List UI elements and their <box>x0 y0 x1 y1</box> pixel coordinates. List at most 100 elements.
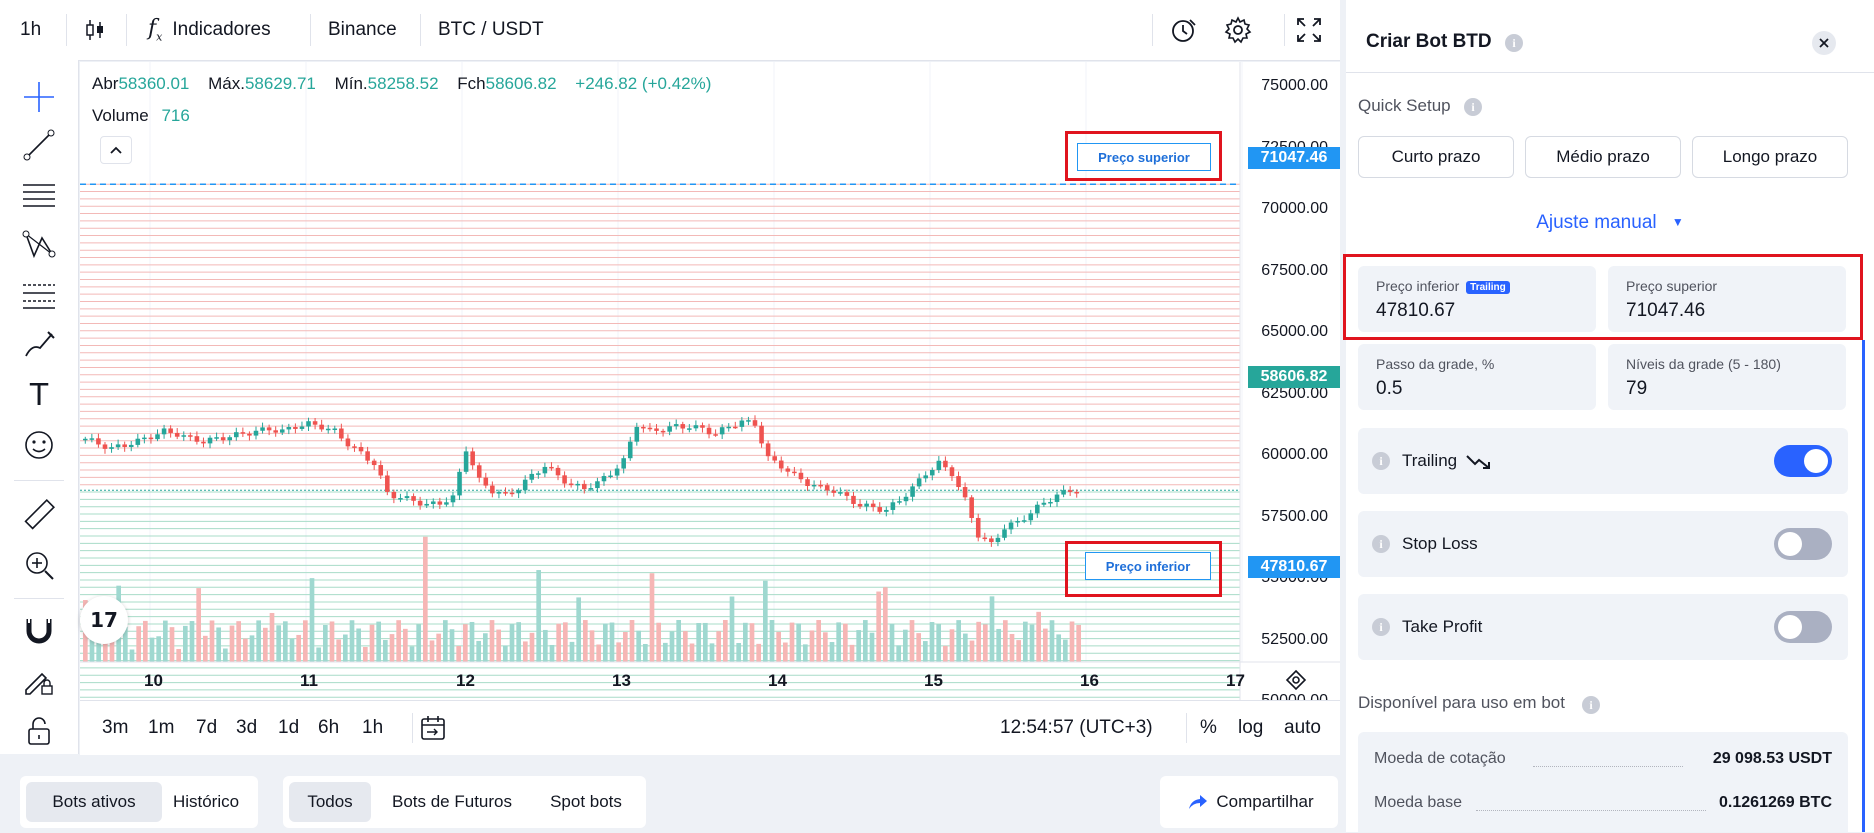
alert-clock-icon[interactable] <box>1170 0 1198 60</box>
unlock-icon[interactable] <box>18 710 60 752</box>
auto-fit-icon[interactable] <box>1282 666 1310 694</box>
panel-scrollbar[interactable] <box>1862 340 1865 832</box>
lock-drawings-icon[interactable] <box>18 660 60 702</box>
volume-bar <box>1049 620 1055 662</box>
clock-label[interactable]: 12:54:57 (UTC+3) <box>1000 717 1153 738</box>
volume-bar <box>409 646 415 662</box>
collapse-legend-button[interactable] <box>100 136 132 164</box>
volume-bar <box>549 644 555 662</box>
candle-body <box>417 500 423 506</box>
take-profit-toggle[interactable] <box>1774 611 1832 643</box>
volume-bar <box>963 633 968 662</box>
upper-price-input[interactable]: 71047.46 <box>1626 300 1706 321</box>
crosshair-icon[interactable] <box>18 76 60 118</box>
chart-canvas[interactable] <box>80 62 1340 700</box>
price-chart[interactable]: Abr58360.01 Máx.58629.71 Mín.58258.52 Fc… <box>80 62 1340 700</box>
grid-step-field[interactable]: Passo da grade, % 0.5 <box>1358 344 1596 410</box>
manual-setup-toggle[interactable]: Ajuste manual ▼ <box>1346 212 1874 234</box>
symbol-label[interactable]: BTC / USDT <box>438 19 544 40</box>
fullscreen-icon[interactable] <box>1296 0 1322 60</box>
candle-body <box>693 425 699 429</box>
title-info-icon[interactable]: i <box>1505 34 1523 52</box>
candle-body <box>312 421 318 425</box>
lower-price-chart-label[interactable]: Preço inferior <box>1085 552 1211 580</box>
trend-line-icon[interactable] <box>18 124 60 166</box>
grid-step-input[interactable]: 0.5 <box>1376 378 1403 399</box>
range-button-3m[interactable]: 3m <box>102 717 129 738</box>
price-axis-label: 57500.00 <box>1261 507 1328 525</box>
auto-scale-button[interactable]: auto <box>1284 717 1321 738</box>
tradingview-logo[interactable]: 17 <box>80 596 128 644</box>
volume-bar <box>869 632 875 662</box>
volume-bar <box>129 649 135 662</box>
candle-body <box>135 438 141 445</box>
range-button-6h[interactable]: 6h <box>318 717 340 738</box>
trailing-info-icon[interactable]: i <box>1372 452 1390 470</box>
upper-price-chart-label[interactable]: Preço superior <box>1077 143 1211 171</box>
grid-levels-input[interactable]: 79 <box>1626 378 1648 399</box>
take-profit-info-icon[interactable]: i <box>1372 618 1390 636</box>
stop-loss-info-icon[interactable]: i <box>1372 535 1390 553</box>
trailing-toggle[interactable] <box>1774 445 1832 477</box>
ruler-icon[interactable] <box>18 494 60 536</box>
share-button[interactable]: Compartilhar <box>1160 776 1338 828</box>
range-button-7d[interactable]: 7d <box>196 717 218 738</box>
horizontal-lines-icon[interactable] <box>18 174 60 216</box>
range-button-3d[interactable]: 3d <box>236 717 258 738</box>
candle-type-icon[interactable] <box>84 0 106 60</box>
preset-medium-term-button[interactable]: Médio prazo <box>1525 136 1681 178</box>
log-scale-button[interactable]: log <box>1238 717 1264 738</box>
grid-levels-field[interactable]: Níveis da grade (5 - 180) 79 <box>1608 344 1846 410</box>
candle-body <box>345 438 351 447</box>
preset-long-term-button[interactable]: Longo prazo <box>1692 136 1848 178</box>
volume-bar <box>536 570 541 662</box>
zoom-in-icon[interactable] <box>18 544 60 586</box>
base-currency-label: Moeda base <box>1374 794 1463 811</box>
exchange-label[interactable]: Binance <box>328 19 397 40</box>
panel-title: Criar Bot BTD <box>1366 31 1492 52</box>
brush-icon[interactable] <box>18 324 60 366</box>
pattern-icon[interactable] <box>18 224 60 266</box>
indicators-button[interactable]: fx Indicadores <box>148 0 271 60</box>
range-button-1m[interactable]: 1m <box>148 717 175 738</box>
price-axis-label: 70000.00 <box>1261 200 1328 217</box>
goto-date-icon[interactable] <box>418 701 448 755</box>
emoji-icon[interactable] <box>18 424 60 466</box>
volume-bar <box>376 621 381 662</box>
lower-price-field[interactable]: Preço inferior Trailing 47810.67 <box>1358 266 1596 332</box>
volume-bar <box>363 646 368 662</box>
tab-spot-bots[interactable]: Spot bots <box>550 792 622 811</box>
candle-body <box>122 444 127 447</box>
stop-loss-toggle[interactable] <box>1774 528 1832 560</box>
candle-body <box>903 496 909 502</box>
fib-levels-icon[interactable] <box>18 274 60 316</box>
lower-price-input[interactable]: 47810.67 <box>1376 300 1456 321</box>
base-currency-value: 0.1261269 BTC <box>1719 794 1832 811</box>
candle-body <box>995 537 1001 543</box>
interval-button[interactable]: 1h <box>20 19 42 40</box>
tab-all[interactable]: Todos <box>289 782 371 822</box>
volume-bar <box>609 622 615 662</box>
trailing-trend-icon <box>1466 455 1491 469</box>
tab-history[interactable]: Histórico <box>172 792 240 811</box>
tab-futures-bots[interactable]: Bots de Futuros <box>391 792 512 811</box>
quick-setup-info-icon[interactable]: i <box>1464 98 1482 116</box>
close-icon[interactable] <box>1812 31 1836 55</box>
candle-body <box>450 495 456 503</box>
percent-scale-button[interactable]: % <box>1200 717 1217 738</box>
magnet-icon[interactable] <box>18 610 60 652</box>
range-button-1d[interactable]: 1d <box>278 717 300 738</box>
volume-bar <box>296 634 301 662</box>
text-tool-icon[interactable]: T <box>29 377 49 413</box>
available-info-icon[interactable]: i <box>1582 696 1600 714</box>
stop-loss-row: i Stop Loss <box>1358 511 1848 577</box>
candle-body <box>385 475 390 492</box>
upper-price-field[interactable]: Preço superior 71047.46 <box>1608 266 1846 332</box>
preset-short-term-button[interactable]: Curto prazo <box>1358 136 1514 178</box>
candle-body <box>844 492 850 496</box>
volume-bar <box>863 620 868 662</box>
range-button-1h[interactable]: 1h <box>362 717 384 738</box>
time-axis-label: 14 <box>768 671 787 690</box>
tab-active-bots[interactable]: Bots ativos <box>26 782 162 822</box>
settings-gear-icon[interactable] <box>1224 0 1252 60</box>
